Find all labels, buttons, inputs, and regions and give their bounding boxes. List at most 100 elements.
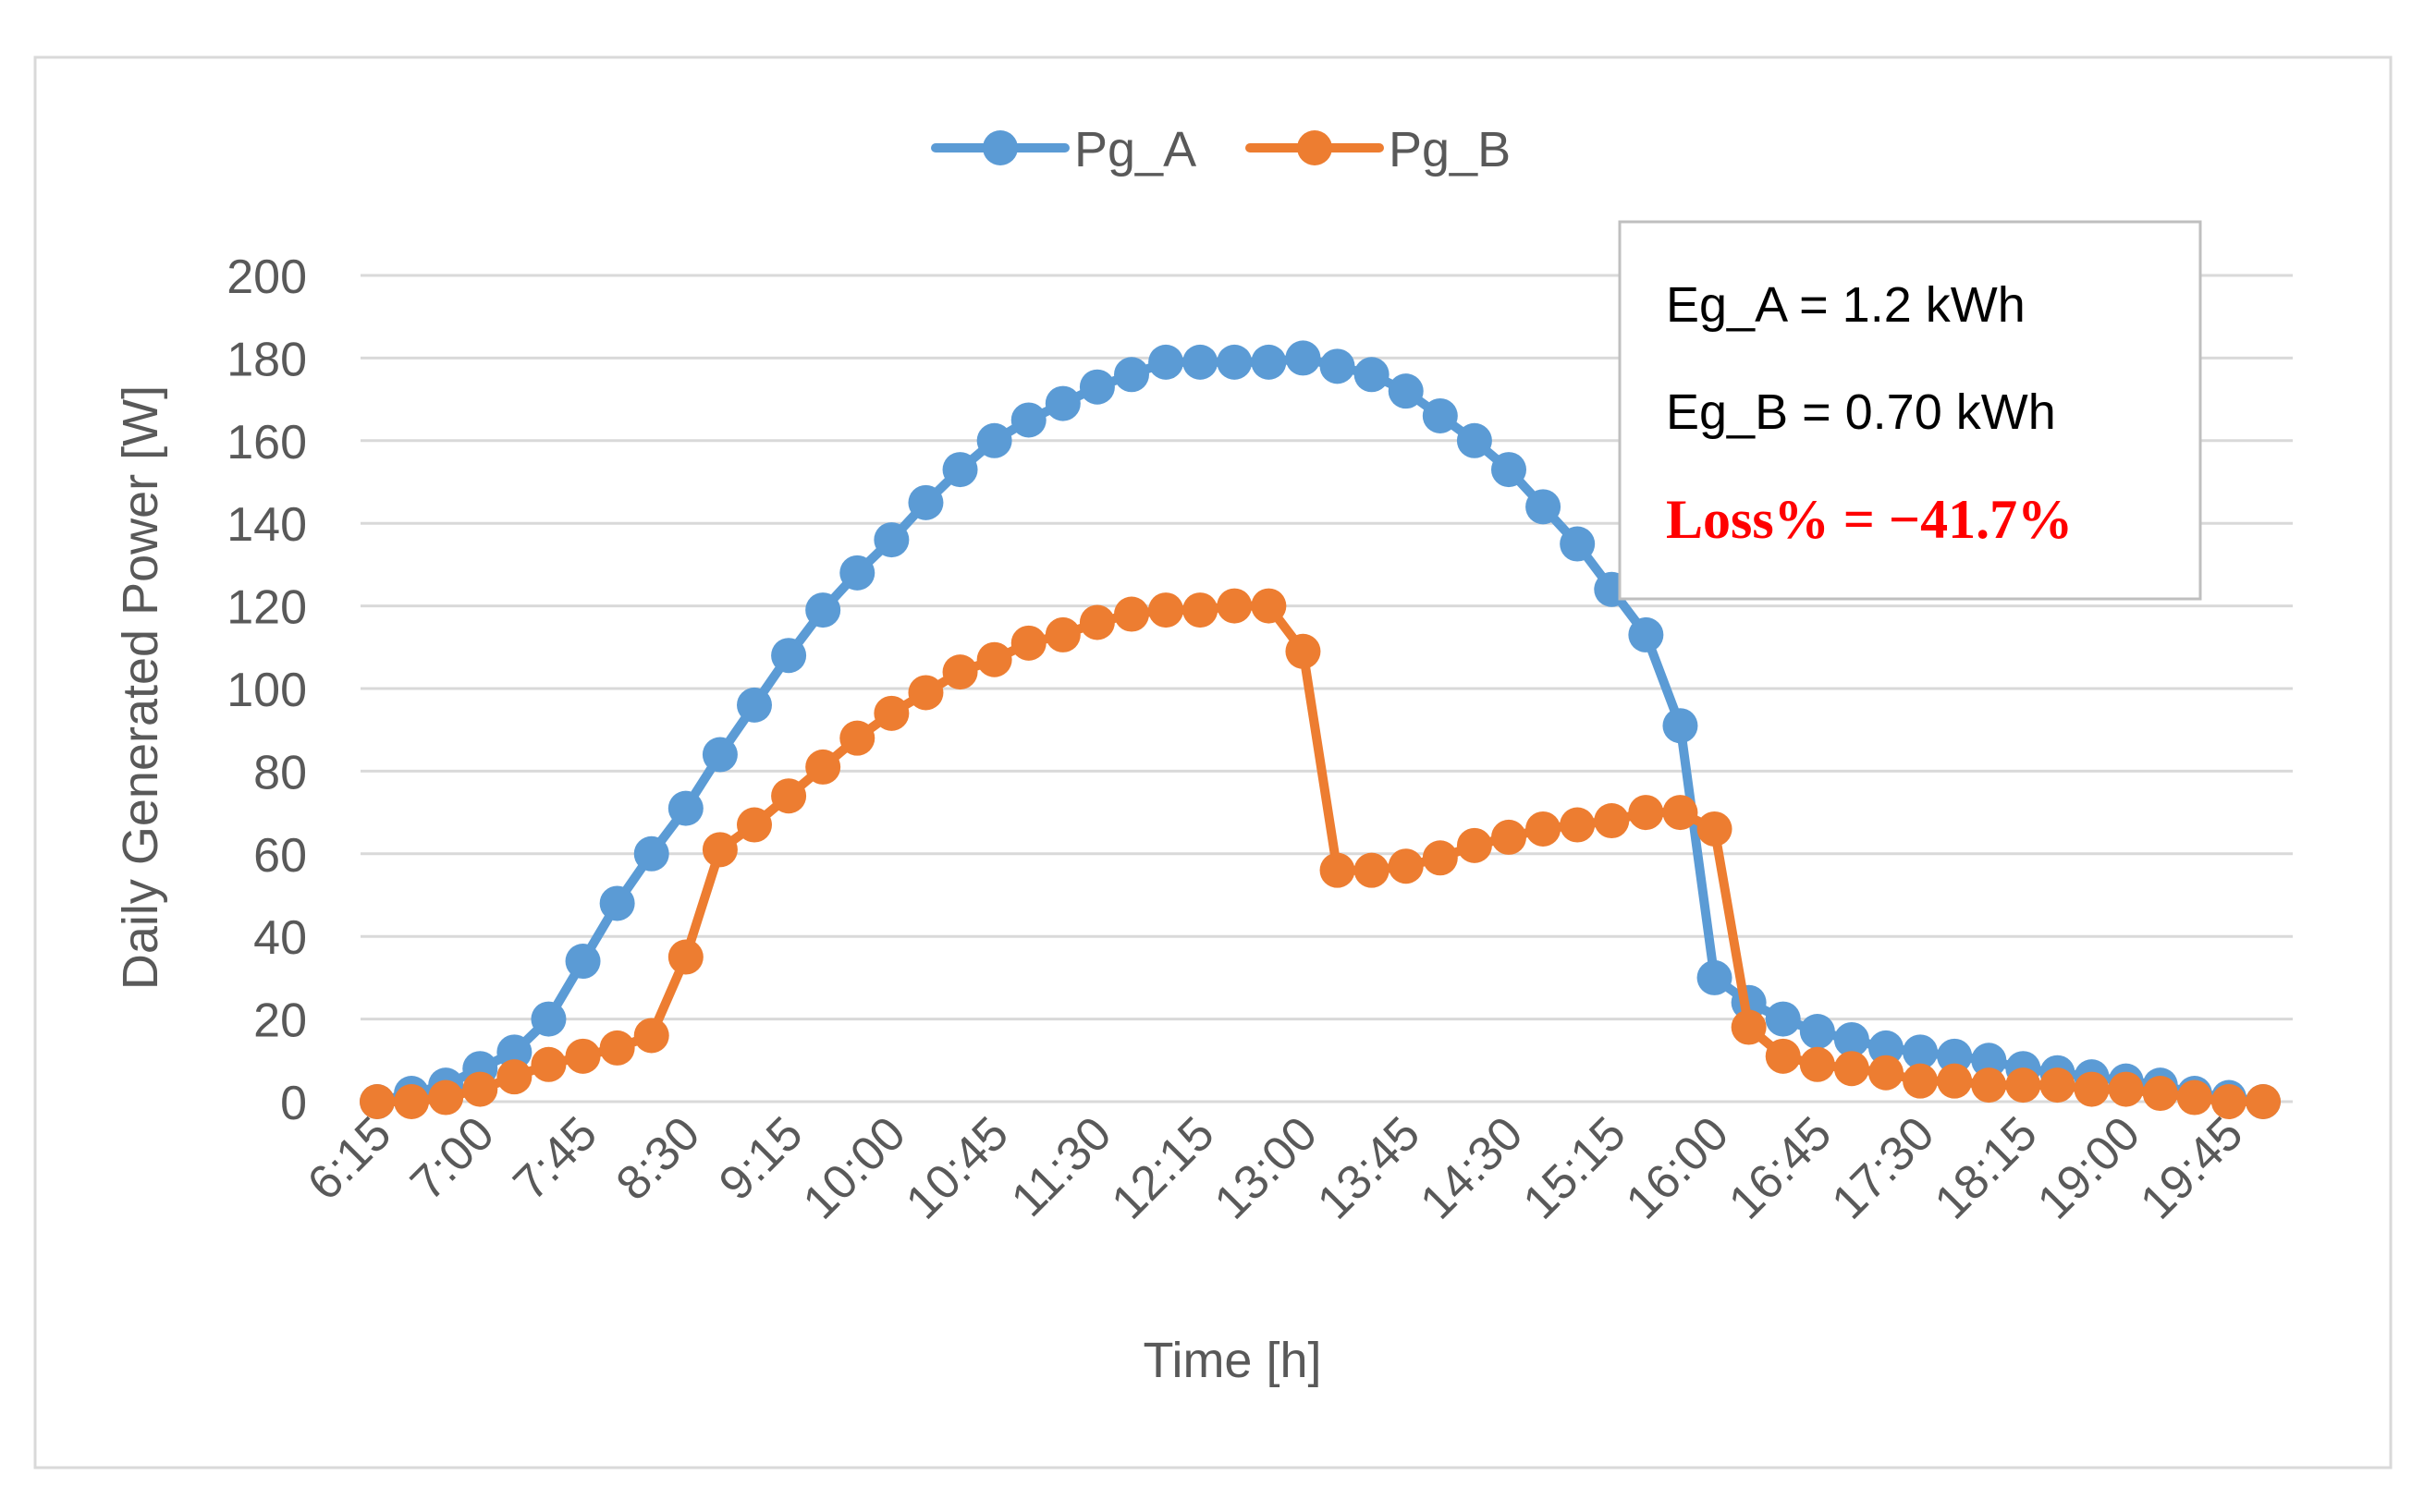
point-pg-a: [976, 422, 1012, 458]
y-axis-title: Daily Generated Power [W]: [113, 385, 168, 990]
point-pg-a: [531, 1001, 567, 1037]
legend-label-pg-b: Pg_B: [1389, 122, 1511, 177]
point-pg-a: [1560, 526, 1596, 562]
point-pg-b: [1937, 1063, 1973, 1099]
point-pg-b: [1148, 592, 1184, 628]
point-pg-a: [1285, 340, 1321, 376]
point-pg-a: [737, 687, 772, 723]
point-pg-b: [1079, 604, 1115, 640]
point-pg-a: [1971, 1043, 2007, 1079]
y-axis: 0 20 40 60 80 100 120 140 160 180 200: [226, 250, 307, 1130]
point-pg-a: [908, 484, 944, 520]
y-tick-label: 60: [253, 829, 307, 883]
point-pg-b: [2142, 1076, 2178, 1112]
point-pg-a: [633, 835, 669, 872]
point-pg-b: [874, 695, 910, 731]
annotation-box: Eg_A = 1.2 kWh Eg_B = 0.70 kWh Loss% = −…: [1618, 220, 2202, 601]
point-pg-a: [1456, 422, 1492, 458]
point-pg-a: [1696, 959, 1732, 995]
point-pg-a: [1388, 373, 1424, 409]
legend-marker-pg-a: [983, 130, 1018, 165]
annotation-loss: Loss% = −41.7%: [1666, 489, 2073, 550]
point-pg-b: [702, 832, 738, 868]
point-pg-b: [1799, 1046, 1835, 1082]
point-pg-b: [1560, 807, 1596, 843]
point-pg-a: [1251, 344, 1287, 380]
point-pg-b: [565, 1038, 601, 1074]
legend: Pg_A Pg_B: [931, 122, 1511, 177]
point-pg-a: [1868, 1030, 1904, 1066]
point-pg-b: [1662, 795, 1698, 831]
series-layer: [360, 340, 2281, 1119]
point-pg-a: [1765, 1001, 1801, 1037]
point-pg-b: [1285, 633, 1321, 669]
point-pg-b: [667, 939, 704, 975]
point-pg-b: [633, 1018, 669, 1054]
y-tick-label: 20: [253, 994, 307, 1048]
point-pg-b: [1114, 596, 1149, 632]
point-pg-a: [1182, 344, 1218, 380]
point-pg-b: [2210, 1084, 2246, 1119]
point-pg-b: [1971, 1067, 2007, 1104]
point-pg-b: [1594, 803, 1630, 839]
y-tick-label: 120: [226, 581, 307, 635]
point-pg-a: [1010, 402, 1047, 438]
point-pg-b: [531, 1046, 567, 1082]
point-pg-b: [462, 1071, 498, 1107]
point-pg-a: [1353, 357, 1390, 393]
point-pg-b: [1010, 625, 1047, 661]
point-pg-b: [496, 1059, 533, 1095]
point-pg-b: [908, 675, 944, 711]
annotation-frame: [1618, 220, 2202, 601]
point-pg-b: [2108, 1071, 2144, 1107]
point-pg-a: [1079, 369, 1115, 405]
annotation-eg-b: Eg_B = 0.70 kWh: [1666, 384, 2056, 440]
point-pg-a: [1662, 708, 1698, 744]
point-pg-b: [1422, 840, 1458, 876]
point-pg-a: [1148, 344, 1184, 380]
point-pg-b: [1525, 811, 1561, 847]
point-pg-a: [1422, 397, 1458, 433]
point-pg-b: [428, 1079, 464, 1116]
annotation-eg-a: Eg_A = 1.2 kWh: [1666, 277, 2026, 333]
point-pg-b: [2176, 1079, 2212, 1116]
y-tick-label: 40: [253, 911, 307, 965]
point-pg-b: [2074, 1071, 2110, 1107]
y-tick-label: 100: [226, 664, 307, 717]
point-pg-a: [771, 638, 807, 674]
legend-item-pg-b: Pg_B: [1245, 122, 1511, 177]
point-pg-a: [805, 592, 841, 628]
y-tick-label: 200: [226, 250, 307, 304]
point-pg-a: [1491, 452, 1526, 488]
point-pg-b: [1182, 592, 1218, 628]
point-pg-b: [394, 1084, 430, 1119]
point-pg-b: [976, 641, 1012, 677]
point-pg-a: [1903, 1034, 1939, 1070]
point-pg-b: [1319, 852, 1355, 888]
point-pg-a: [599, 885, 635, 921]
point-pg-b: [1731, 1009, 1767, 1045]
point-pg-b: [1628, 795, 1664, 831]
point-pg-b: [360, 1084, 395, 1119]
point-pg-a: [565, 944, 601, 980]
point-pg-b: [1456, 827, 1492, 863]
point-pg-a: [839, 555, 875, 591]
point-pg-b: [839, 720, 875, 756]
point-pg-a: [1525, 489, 1561, 525]
point-pg-b: [805, 749, 841, 785]
point-pg-a: [667, 790, 704, 826]
point-pg-a: [1628, 616, 1664, 652]
point-pg-b: [599, 1030, 635, 1066]
point-pg-b: [1765, 1038, 1801, 1074]
point-pg-b: [771, 778, 807, 814]
point-pg-b: [1045, 616, 1081, 652]
point-pg-a: [1045, 385, 1081, 421]
y-tick-label: 0: [280, 1077, 307, 1130]
y-tick-label: 140: [226, 498, 307, 552]
point-pg-b: [1491, 819, 1526, 855]
point-pg-b: [1388, 848, 1424, 884]
point-pg-a: [1833, 1021, 1869, 1057]
point-pg-a: [1937, 1038, 1973, 1074]
point-pg-a: [496, 1034, 533, 1070]
